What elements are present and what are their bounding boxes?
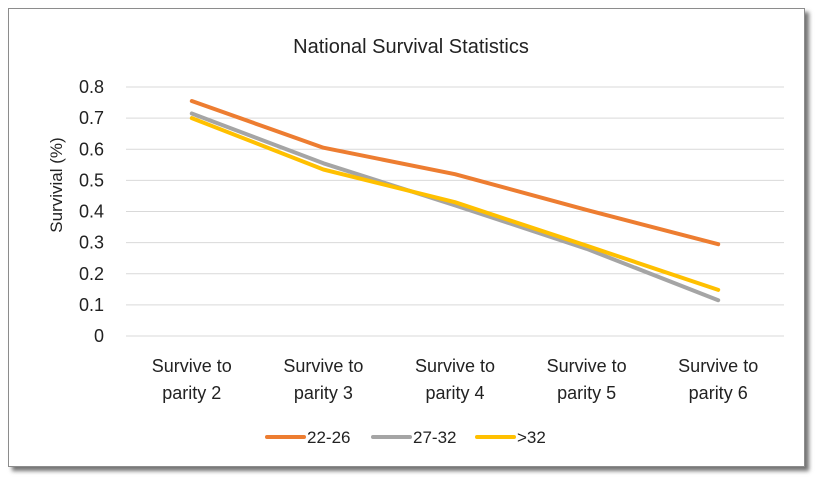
x-axis-categories: Survive to parity 2 Survive to parity 3 Surv… xyxy=(152,356,758,403)
x-category-label: parity 3 xyxy=(294,383,353,403)
legend-label: >32 xyxy=(517,428,546,447)
line-chart: National Survival Statistics 00.10.20.30… xyxy=(47,36,784,447)
series-line-0 xyxy=(189,99,721,247)
y-tick-label: 0.8 xyxy=(79,77,104,97)
legend-label: 27-32 xyxy=(413,428,456,447)
x-category-label: Survive to xyxy=(678,356,758,376)
y-tick-label: 0 xyxy=(94,326,104,346)
x-category-label: Survive to xyxy=(547,356,627,376)
y-tick-label: 0.2 xyxy=(79,264,104,284)
series-lines xyxy=(189,99,721,303)
gridlines xyxy=(126,86,784,337)
y-tick-label: 0.7 xyxy=(79,108,104,128)
y-tick-label: 0.1 xyxy=(79,295,104,315)
y-axis-ticks: 0 0.1 0.2 0.3 0.4 0.5 0.6 0.7 0.8 xyxy=(79,77,104,346)
series-line-1 xyxy=(189,111,721,303)
x-category-label: parity 6 xyxy=(689,383,748,403)
legend: 22-26 27-32 >32 xyxy=(265,428,546,447)
legend-label: 22-26 xyxy=(307,428,350,447)
y-tick-label: 0.3 xyxy=(79,233,104,253)
series-line-2 xyxy=(189,116,721,292)
y-tick-label: 0.4 xyxy=(79,202,104,222)
x-category-label: Survive to xyxy=(152,356,232,376)
y-axis-label: Survivial (%) xyxy=(47,137,66,232)
x-category-label: parity 2 xyxy=(162,383,221,403)
x-category-label: Survive to xyxy=(415,356,495,376)
chart-title: National Survival Statistics xyxy=(293,36,529,58)
chart-frame: National Survival Statistics 0 0.1 0.2 0.3 0… xyxy=(8,8,805,467)
y-tick-label: 0.5 xyxy=(79,170,104,190)
x-category-label: parity 5 xyxy=(557,383,616,403)
y-tick-label: 0.6 xyxy=(79,139,104,159)
x-category-label: parity 4 xyxy=(425,383,484,403)
x-category-label: Survive to xyxy=(283,356,363,376)
